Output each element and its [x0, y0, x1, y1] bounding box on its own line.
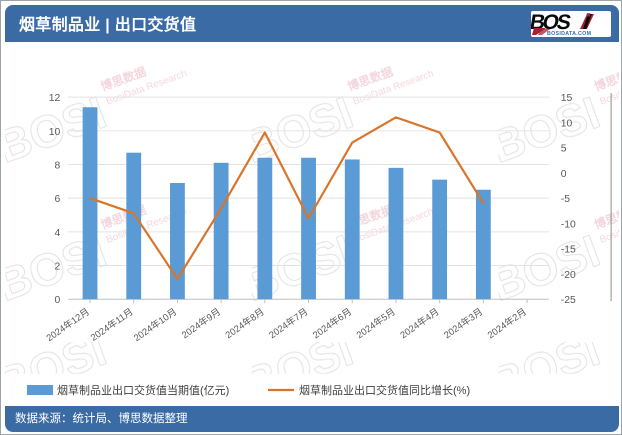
svg-text:2: 2	[55, 261, 61, 272]
svg-text:-25: -25	[561, 295, 576, 306]
svg-text:-10: -10	[561, 219, 576, 230]
svg-text:5: 5	[561, 144, 567, 155]
svg-text:0: 0	[561, 169, 567, 180]
svg-text:8: 8	[55, 160, 61, 171]
svg-text:10: 10	[561, 118, 573, 129]
svg-text:烟草制品业出口交货值同比增长(%): 烟草制品业出口交货值同比增长(%)	[299, 383, 470, 397]
svg-text:15: 15	[561, 93, 573, 104]
svg-text:-15: -15	[561, 245, 576, 256]
svg-text:-20: -20	[561, 270, 576, 281]
svg-text:0: 0	[55, 295, 61, 306]
svg-text:烟草制品业出口交货值当期值(亿元): 烟草制品业出口交货值当期值(亿元)	[57, 383, 229, 397]
svg-text:BOSIDATA.COM: BOSIDATA.COM	[547, 31, 592, 37]
svg-text:6: 6	[55, 194, 61, 205]
svg-text:10: 10	[49, 127, 61, 138]
svg-text:12: 12	[49, 93, 61, 104]
svg-text:-5: -5	[561, 194, 570, 205]
svg-text:4: 4	[55, 228, 61, 239]
